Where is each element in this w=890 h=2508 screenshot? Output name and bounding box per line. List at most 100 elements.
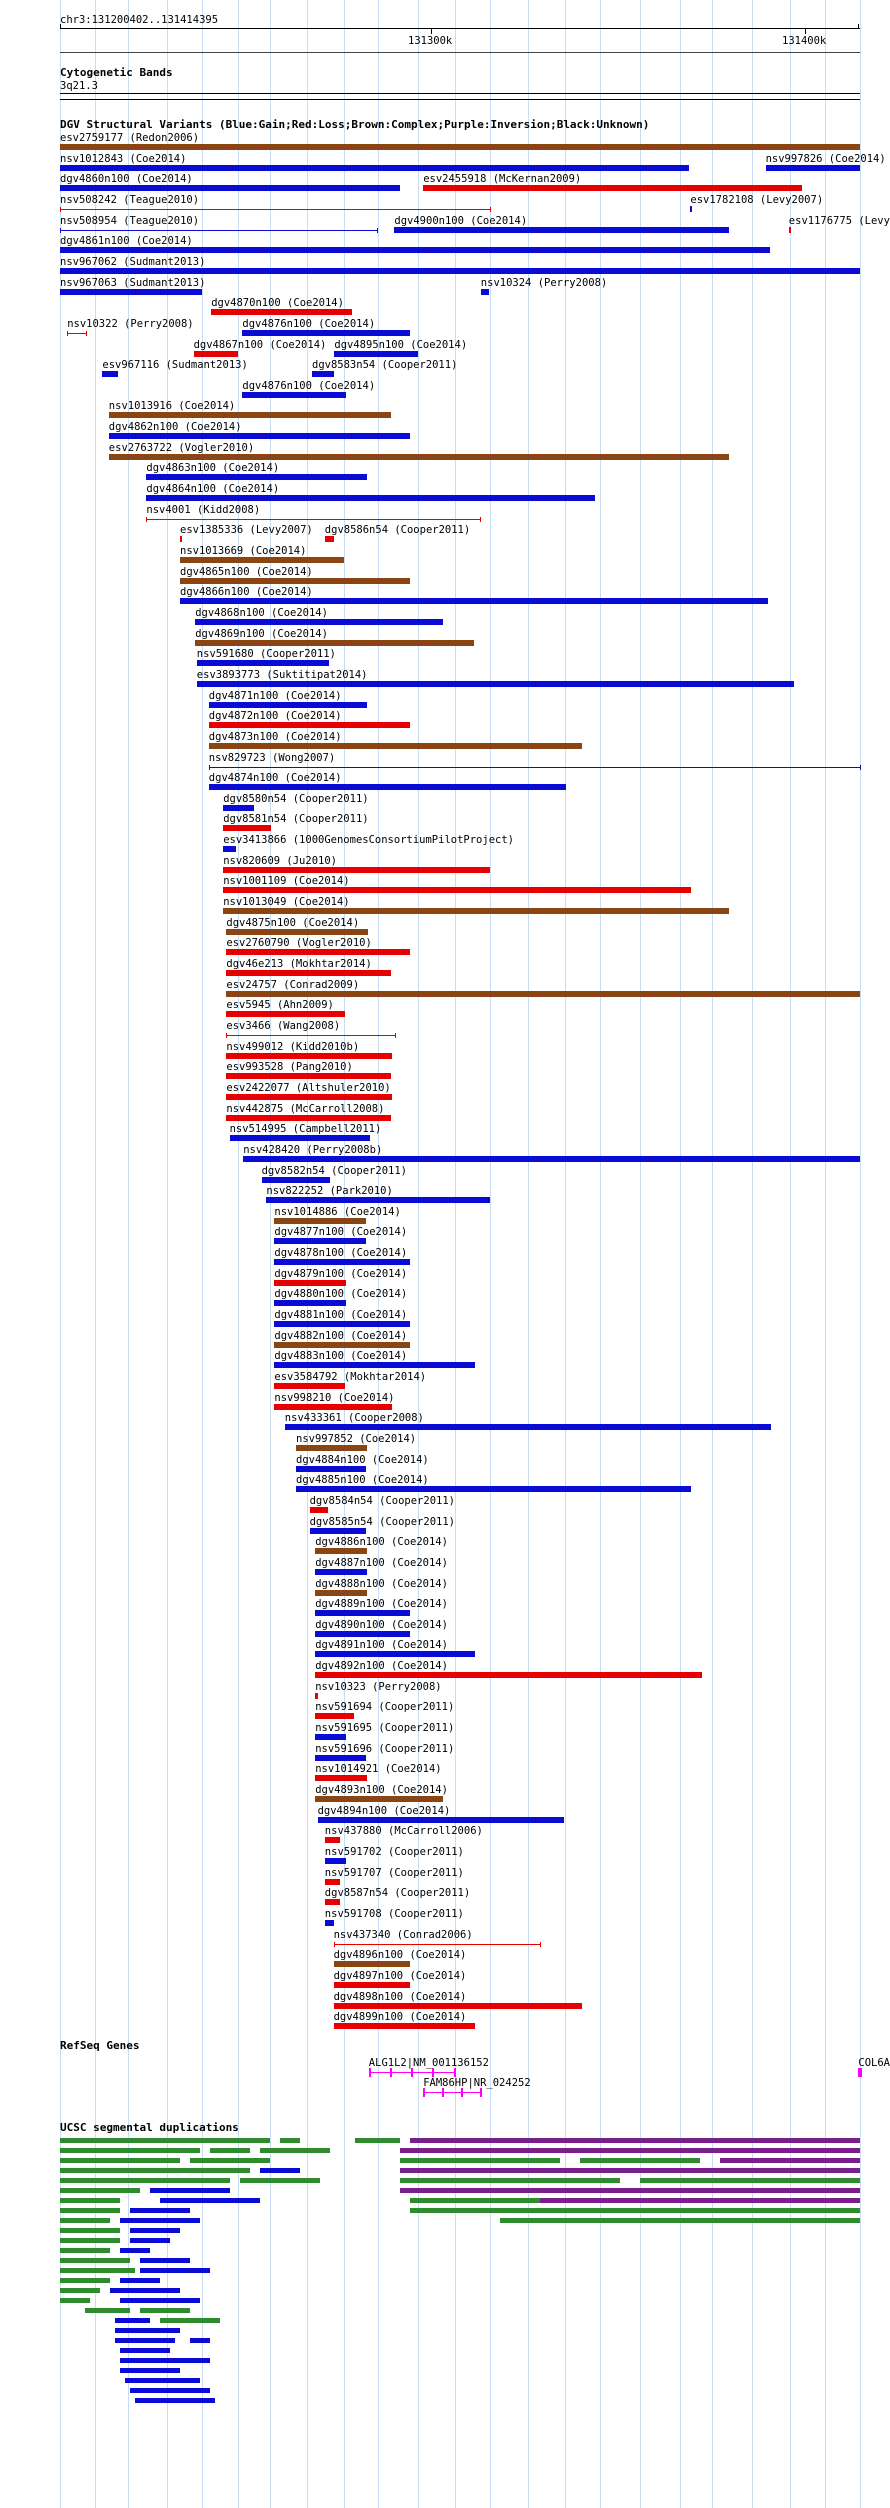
sv-feature-bar[interactable]: [60, 288, 203, 295]
sv-label[interactable]: nsv442875 (McCarroll2008): [226, 1102, 385, 1115]
sv-feature-bar[interactable]: [309, 1527, 367, 1534]
sv-feature-bar[interactable]: [223, 846, 236, 853]
sv-label[interactable]: nsv508242 (Teague2010): [60, 193, 200, 206]
sv-label[interactable]: nsv10323 (Perry2008): [315, 1680, 442, 1693]
sv-feature-bar[interactable]: [195, 618, 444, 625]
segdup-feature[interactable]: [400, 2158, 560, 2163]
segdup-feature[interactable]: [115, 2328, 180, 2333]
sv-feature-bar[interactable]: [333, 1981, 410, 1988]
sv-feature-bar[interactable]: [423, 185, 803, 192]
sv-feature-bar[interactable]: [312, 371, 335, 378]
sv-label[interactable]: esv2763722 (Vogler2010): [108, 441, 255, 454]
sv-feature-bar[interactable]: [788, 226, 791, 233]
sv-feature-bar[interactable]: [315, 1651, 476, 1658]
sv-label[interactable]: nsv10322 (Perry2008): [67, 317, 194, 330]
segdup-feature[interactable]: [60, 2288, 100, 2293]
gene-intron-line[interactable]: [423, 2092, 480, 2093]
sv-label[interactable]: dgv4878n100 (Coe2014): [274, 1247, 408, 1260]
sv-feature-bar[interactable]: [242, 391, 346, 398]
gene-label[interactable]: FAM86HP|NR_024252: [423, 2077, 531, 2089]
sv-feature-bar[interactable]: [266, 1197, 490, 1204]
sv-label[interactable]: dgv4886n100 (Coe2014): [315, 1536, 448, 1549]
sv-label[interactable]: dgv4898n100 (Coe2014): [333, 1990, 467, 2003]
sv-label[interactable]: dgv4871n100 (Coe2014): [208, 689, 342, 702]
sv-feature-bar[interactable]: [315, 1734, 346, 1741]
sv-feature-bar[interactable]: [243, 1155, 860, 1162]
sv-feature-bar[interactable]: [195, 639, 475, 646]
sv-label[interactable]: nsv10324 (Perry2008): [480, 276, 608, 289]
sv-feature-bar[interactable]: [315, 1754, 366, 1761]
sv-feature-bar[interactable]: [208, 701, 368, 708]
sv-label[interactable]: esv2422077 (Altshuler2010): [226, 1081, 391, 1094]
segdup-feature[interactable]: [115, 2338, 175, 2343]
sv-label[interactable]: esv1385336 (Levy2007): [180, 524, 313, 537]
sv-feature-bar[interactable]: [223, 804, 255, 811]
sv-label[interactable]: dgv4888n100 (Coe2014): [315, 1577, 448, 1590]
sv-label[interactable]: nsv1013916 (Coe2014): [108, 400, 236, 413]
sv-label[interactable]: dgv4877n100 (Coe2014): [274, 1226, 408, 1239]
sv-label[interactable]: nsv437340 (Conrad2006): [333, 1928, 473, 1941]
sv-feature-bar[interactable]: [315, 1775, 368, 1782]
sv-label[interactable]: esv2759177 (Redon2006): [60, 132, 200, 144]
sv-feature-bar[interactable]: [315, 1713, 354, 1720]
sv-feature-bar[interactable]: [196, 680, 795, 687]
sv-feature-bar[interactable]: [60, 208, 490, 210]
sv-label[interactable]: dgv4876n100 (Coe2014): [242, 317, 376, 330]
sv-feature-bar[interactable]: [180, 536, 182, 543]
sv-label[interactable]: dgv4879n100 (Coe2014): [274, 1267, 408, 1280]
sv-feature-bar[interactable]: [274, 1362, 476, 1369]
segdup-feature[interactable]: [280, 2138, 300, 2143]
segdup-feature[interactable]: [60, 2278, 110, 2283]
sv-label[interactable]: nsv998210 (Coe2014): [274, 1391, 395, 1404]
sv-label[interactable]: dgv4875n100 (Coe2014): [226, 916, 360, 929]
segdup-feature[interactable]: [400, 2178, 620, 2183]
segdup-feature[interactable]: [640, 2178, 860, 2183]
sv-label[interactable]: esv1782108 (Levy2007): [690, 193, 824, 206]
segdup-feature[interactable]: [355, 2138, 400, 2143]
sv-feature-bar[interactable]: [226, 1034, 396, 1036]
sv-feature-bar[interactable]: [229, 1135, 371, 1142]
sv-feature-bar[interactable]: [108, 453, 729, 460]
sv-feature-bar[interactable]: [223, 825, 272, 832]
sv-label[interactable]: nsv997852 (Coe2014): [296, 1432, 417, 1445]
sv-label[interactable]: dgv4892n100 (Coe2014): [315, 1660, 448, 1673]
sv-label[interactable]: nsv1001109 (Coe2014): [223, 875, 350, 888]
sv-label[interactable]: nsv591680 (Cooper2011): [196, 648, 336, 661]
sv-label[interactable]: dgv46e213 (Mokhtar2014): [226, 958, 372, 970]
sv-feature-bar[interactable]: [67, 332, 87, 334]
sv-feature-bar[interactable]: [223, 887, 692, 894]
sv-feature-bar[interactable]: [60, 247, 771, 254]
sv-feature-bar[interactable]: [60, 185, 400, 192]
sv-feature-bar[interactable]: [274, 1279, 347, 1286]
sv-label[interactable]: dgv4873n100 (Coe2014): [208, 730, 342, 743]
sv-feature-bar[interactable]: [108, 433, 410, 440]
segdup-feature[interactable]: [60, 2168, 250, 2173]
sv-feature-bar[interactable]: [261, 1176, 331, 1183]
sv-label[interactable]: nsv591707 (Cooper2011): [324, 1866, 464, 1879]
segdup-feature[interactable]: [115, 2318, 150, 2323]
sv-label[interactable]: esv993528 (Pang2010): [226, 1061, 353, 1074]
segdup-feature[interactable]: [410, 2138, 860, 2143]
sv-label[interactable]: esv3584792 (Mokhtar2014): [274, 1371, 427, 1383]
sv-feature-bar[interactable]: [226, 928, 368, 935]
segdup-feature[interactable]: [540, 2198, 860, 2203]
segdup-feature[interactable]: [120, 2298, 200, 2303]
sv-feature-bar[interactable]: [226, 1052, 392, 1059]
segdup-feature[interactable]: [120, 2368, 180, 2373]
sv-label[interactable]: nsv591694 (Cooper2011): [315, 1701, 455, 1714]
sv-label[interactable]: dgv4862n100 (Coe2014): [108, 421, 242, 434]
sv-label[interactable]: dgv4895n100 (Coe2014): [334, 338, 468, 351]
segdup-feature[interactable]: [60, 2258, 130, 2263]
segdup-feature[interactable]: [120, 2348, 170, 2353]
segdup-feature[interactable]: [60, 2268, 135, 2273]
sv-feature-bar[interactable]: [102, 371, 119, 378]
sv-feature-bar[interactable]: [309, 1506, 328, 1513]
sv-feature-bar[interactable]: [180, 577, 410, 584]
segdup-feature[interactable]: [85, 2308, 130, 2313]
segdup-feature[interactable]: [260, 2168, 300, 2173]
sv-label[interactable]: esv2760790 (Vogler2010): [226, 937, 372, 950]
sv-feature-bar[interactable]: [223, 908, 729, 915]
sv-feature-bar[interactable]: [480, 288, 489, 295]
sv-feature-bar[interactable]: [315, 1796, 444, 1802]
sv-feature-bar[interactable]: [208, 766, 860, 768]
